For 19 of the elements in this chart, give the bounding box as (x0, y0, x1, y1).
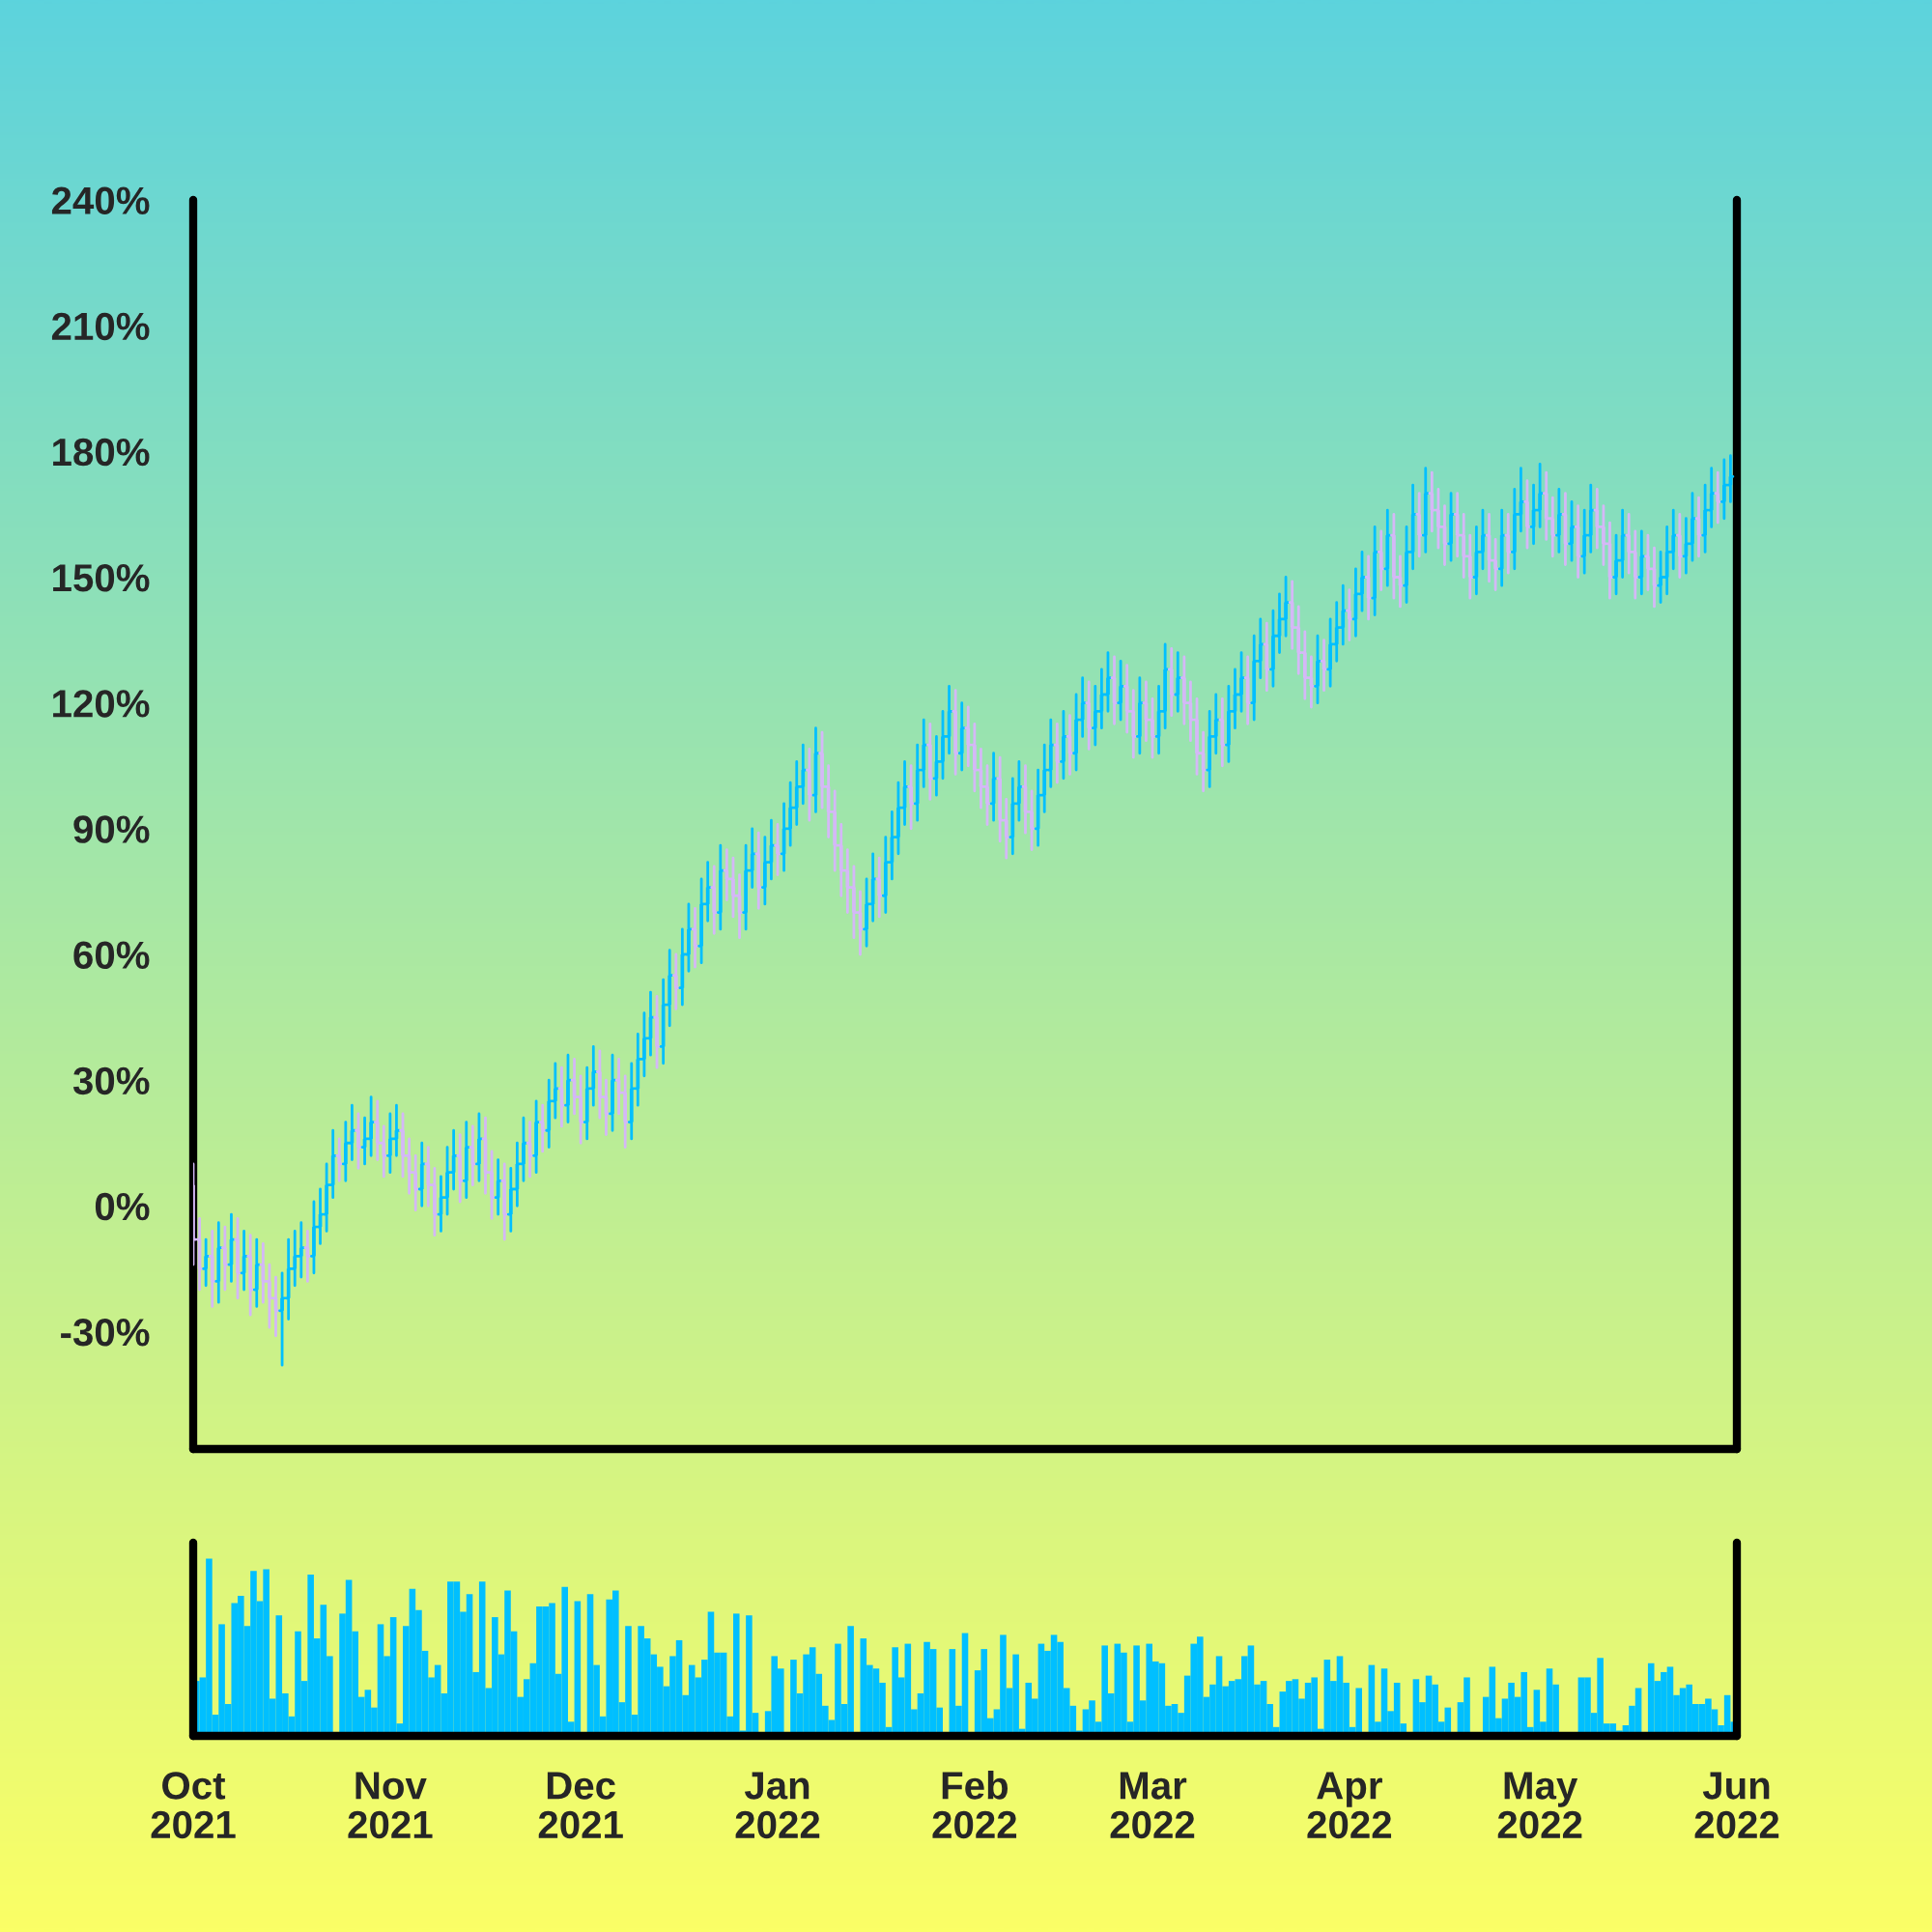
x-tick-label: Jan 2022 (735, 1772, 820, 1839)
x-tick-label: May 2022 (1497, 1772, 1582, 1839)
y-tick-label: 60% (73, 941, 150, 969)
y-tick-label: 120% (53, 690, 150, 718)
x-tick-label: Nov 2021 (348, 1772, 433, 1839)
y-tick-label: 30% (72, 1066, 150, 1095)
x-tick-label: Dec 2021 (538, 1772, 623, 1839)
y-tick-label: 150% (53, 563, 150, 592)
y-tick-label: 240% (51, 186, 150, 214)
y-tick-label: 0% (95, 1192, 150, 1221)
x-tick-label: Jun 2022 (1694, 1772, 1779, 1839)
y-tick-label: -30% (61, 1318, 150, 1347)
y-tick-label: 180% (53, 438, 150, 467)
x-tick-label: Feb 2022 (932, 1771, 1017, 1839)
x-tick-label: Mar 2022 (1110, 1772, 1195, 1839)
x-tick-label: Oct 2021 (151, 1772, 236, 1839)
y-tick-label: 90% (73, 815, 150, 843)
y-tick-label: 210% (51, 312, 150, 341)
x-tick-label: Apr 2022 (1307, 1772, 1392, 1839)
